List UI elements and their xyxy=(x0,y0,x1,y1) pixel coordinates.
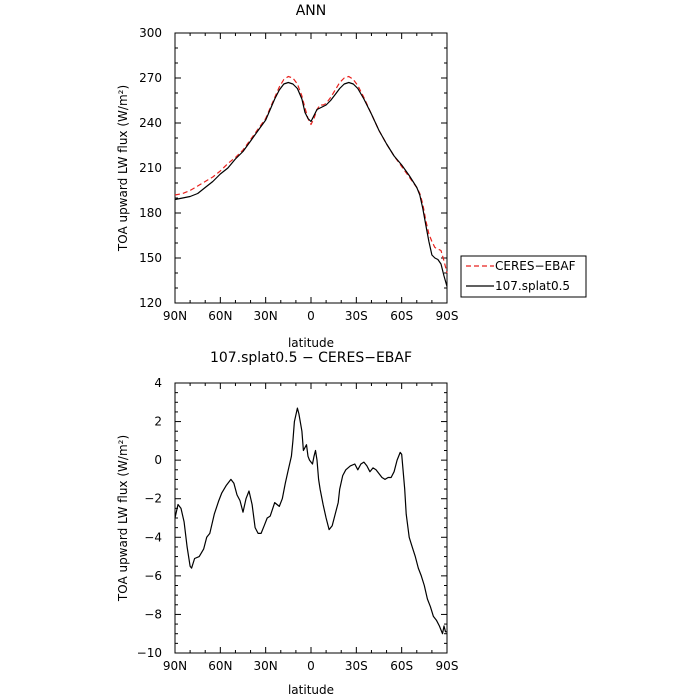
bottom-chart-title: 107.splat0.5 − CERES−EBAF xyxy=(210,350,412,366)
x-tick-label: 90S xyxy=(436,309,459,323)
top-chart-y-axis-label: TOA upward LW flux (W/m²) xyxy=(116,85,130,252)
y-tick-label: −8 xyxy=(144,607,162,621)
x-tick-label: 0 xyxy=(307,309,315,323)
x-tick-label: 90N xyxy=(163,659,187,673)
top-chart: ANN TOA upward LW flux (W/m²) latitude 9… xyxy=(116,3,458,350)
y-tick-label: 180 xyxy=(139,206,162,220)
y-tick-label: −2 xyxy=(144,492,162,506)
y-tick-label: 2 xyxy=(154,415,162,429)
legend-label-ceres-ebaf: CERES−EBAF xyxy=(495,259,576,273)
x-tick-label: 60N xyxy=(208,309,232,323)
y-tick-label: 0 xyxy=(154,453,162,467)
x-tick-label: 90S xyxy=(436,659,459,673)
y-tick-label: −4 xyxy=(144,530,162,544)
y-tick-label: 4 xyxy=(154,376,162,390)
y-tick-label: 120 xyxy=(139,296,162,310)
y-tick-label: 240 xyxy=(139,116,162,130)
x-tick-label: 30N xyxy=(254,659,278,673)
series-line-difference xyxy=(174,407,447,635)
x-tick-label: 60N xyxy=(208,659,232,673)
top-chart-plot-frame xyxy=(174,32,448,304)
y-tick-label: 150 xyxy=(139,251,162,265)
bottom-chart: 107.splat0.5 − CERES−EBAF TOA upward LW … xyxy=(116,350,458,697)
x-tick-label: 30S xyxy=(345,309,368,323)
top-chart-title: ANN xyxy=(296,3,327,19)
y-tick-label: 210 xyxy=(139,161,162,175)
legend-label-107-splat0-5: 107.splat0.5 xyxy=(495,279,570,293)
y-tick-label: −6 xyxy=(144,569,162,583)
series-line-107-splat0-5 xyxy=(174,81,448,287)
x-tick-label: 30S xyxy=(345,659,368,673)
y-tick-label: −10 xyxy=(137,646,162,660)
x-tick-label: 0 xyxy=(307,659,315,673)
x-tick-label: 90N xyxy=(163,309,187,323)
legend: CERES−EBAF 107.splat0.5 xyxy=(460,255,587,298)
legend-frame xyxy=(460,255,587,298)
y-tick-label: 270 xyxy=(139,71,162,85)
x-tick-label: 60S xyxy=(390,309,413,323)
y-tick-label: 300 xyxy=(139,26,162,40)
x-tick-label: 60S xyxy=(390,659,413,673)
bottom-chart-x-axis-label: latitude xyxy=(288,683,334,697)
series-line-ceres-ebaf xyxy=(174,75,448,274)
top-chart-x-axis-label: latitude xyxy=(288,336,334,350)
bottom-chart-y-axis-label: TOA upward LW flux (W/m²) xyxy=(116,435,130,602)
x-tick-label: 30N xyxy=(254,309,278,323)
